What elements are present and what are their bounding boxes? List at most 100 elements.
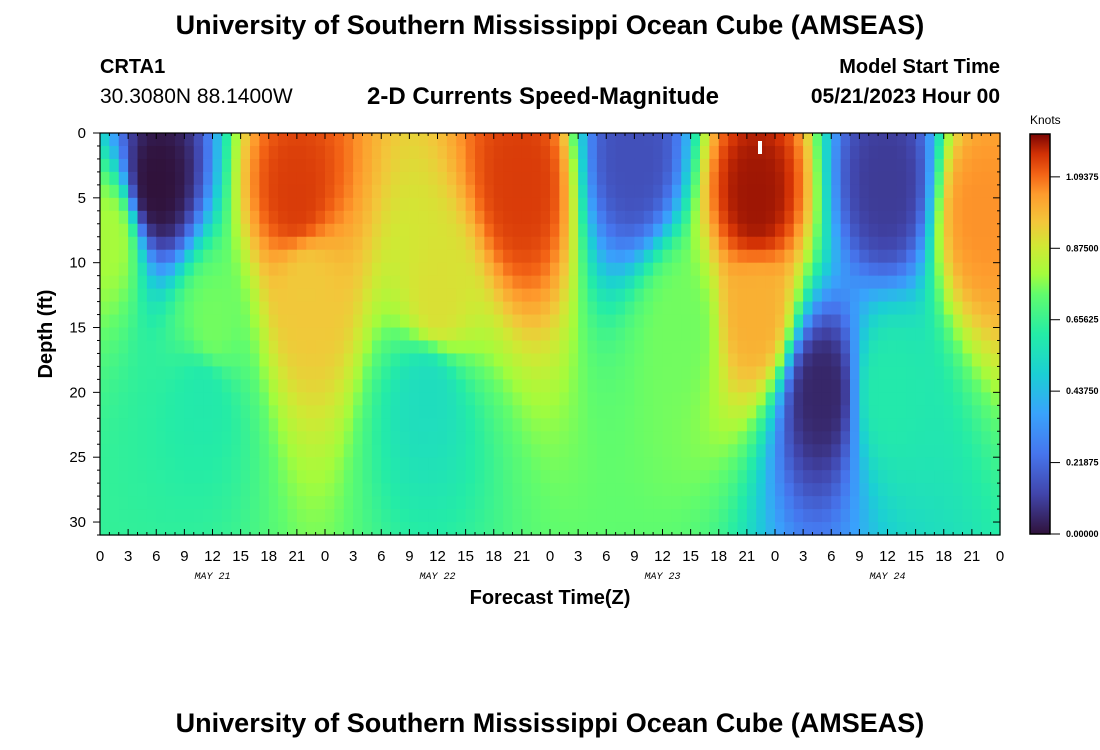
heatmap-cell	[100, 288, 110, 303]
heatmap-cell	[625, 275, 635, 290]
heatmap-cell	[718, 392, 729, 406]
heatmap-cell	[287, 197, 298, 212]
heatmap-cell	[962, 444, 973, 458]
heatmap-cell	[165, 483, 176, 497]
heatmap-cell	[503, 288, 514, 303]
heatmap-cell	[409, 392, 420, 406]
heatmap-cell	[390, 509, 401, 523]
heatmap-cell	[746, 470, 757, 484]
heatmap-cell	[137, 288, 148, 303]
heatmap-cell	[128, 262, 139, 277]
heatmap-cell	[596, 366, 607, 380]
heatmap-cell	[625, 301, 635, 316]
heatmap-cell	[456, 379, 467, 393]
heatmap-cell	[737, 366, 748, 380]
heatmap-cell	[953, 249, 964, 264]
heatmap-cell	[512, 431, 523, 445]
heatmap-cell	[118, 366, 129, 380]
heatmap-cell	[775, 223, 785, 238]
heatmap-cell	[671, 392, 682, 406]
heatmap-cell	[521, 197, 532, 212]
heatmap-cell	[353, 431, 364, 445]
heatmap-cell	[578, 158, 589, 173]
heatmap-cell	[465, 223, 476, 238]
heatmap-cell	[943, 158, 954, 173]
heatmap-cell	[165, 431, 176, 445]
x-tick-label: 6	[827, 548, 835, 565]
heatmap-cell	[690, 314, 701, 329]
heatmap-cell	[109, 444, 120, 458]
heatmap-cell	[409, 405, 420, 419]
heatmap-cell	[175, 275, 185, 290]
heatmap-cell	[634, 158, 645, 173]
heatmap-cell	[906, 327, 917, 342]
heatmap-cell	[812, 444, 823, 458]
heatmap-cell	[568, 249, 579, 264]
heatmap-cell	[906, 288, 917, 303]
heatmap-cell	[821, 353, 832, 368]
heatmap-cell	[296, 509, 307, 523]
heatmap-cell	[765, 431, 776, 445]
heatmap-cell	[765, 145, 776, 160]
heatmap-cell	[475, 353, 485, 368]
heatmap-cell	[915, 470, 926, 484]
heatmap-cell	[550, 262, 560, 277]
heatmap-cell	[493, 314, 504, 329]
heatmap-cell	[465, 405, 476, 419]
heatmap-cell	[287, 444, 298, 458]
x-tick-label: 9	[855, 548, 863, 565]
heatmap-cell	[315, 522, 326, 536]
heatmap-cell	[953, 392, 964, 406]
heatmap-cell	[409, 509, 420, 523]
heatmap-cell	[362, 249, 373, 264]
heatmap-cell	[559, 275, 570, 290]
heatmap-cell	[709, 171, 720, 186]
heatmap-cell	[953, 353, 964, 368]
heatmap-cell	[221, 327, 232, 342]
heatmap-cell	[428, 353, 439, 368]
heatmap-cell	[165, 457, 176, 471]
heatmap-cell	[418, 262, 429, 277]
heatmap-cell	[756, 522, 767, 536]
heatmap-cell	[456, 470, 467, 484]
heatmap-cell	[709, 496, 720, 510]
heatmap-cell	[728, 418, 739, 432]
heatmap-cell	[334, 470, 345, 484]
heatmap-cell	[287, 158, 298, 173]
heatmap-cell	[653, 431, 664, 445]
heatmap-cell	[784, 249, 795, 264]
heatmap-cell	[587, 405, 598, 419]
heatmap-cell	[868, 522, 879, 536]
heatmap-cell	[728, 223, 739, 238]
heatmap-cell	[784, 184, 795, 199]
heatmap-cell	[953, 457, 964, 471]
heatmap-cell	[437, 457, 448, 471]
heatmap-cell	[306, 522, 317, 536]
heatmap-cell	[859, 197, 870, 212]
heatmap-cell	[746, 145, 757, 160]
heatmap-cell	[653, 288, 664, 303]
heatmap-cell	[587, 522, 598, 536]
heatmap-cell	[540, 262, 551, 277]
heatmap-cell	[531, 197, 542, 212]
heatmap-cell	[512, 418, 523, 432]
heatmap-cell	[250, 431, 260, 445]
heatmap-cell	[615, 509, 626, 523]
heatmap-cell	[212, 301, 223, 316]
heatmap-cell	[212, 288, 223, 303]
heatmap-cell	[325, 184, 335, 199]
heatmap-cell	[475, 522, 485, 536]
heatmap-cell	[203, 470, 214, 484]
heatmap-cell	[475, 392, 485, 406]
heatmap-cell	[250, 288, 260, 303]
heatmap-cell	[887, 145, 898, 160]
heatmap-cell	[803, 457, 814, 471]
heatmap-cell	[240, 340, 251, 355]
heatmap-cell	[437, 431, 448, 445]
heatmap-cell	[165, 522, 176, 536]
heatmap-cell	[550, 197, 560, 212]
heatmap-cell	[559, 133, 570, 147]
heatmap-cell	[540, 314, 551, 329]
heatmap-cell	[971, 418, 982, 432]
heatmap-cell	[250, 236, 260, 251]
